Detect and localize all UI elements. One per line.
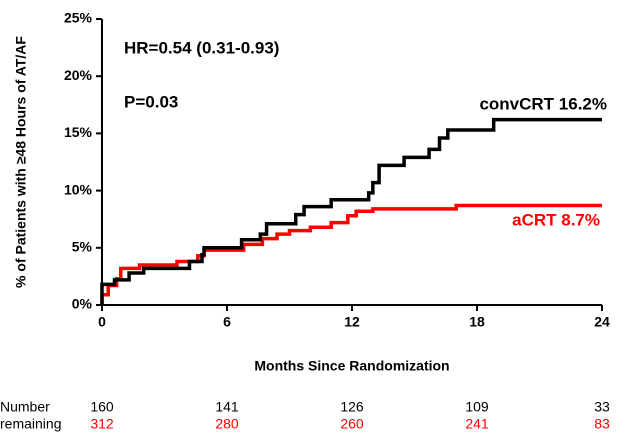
x-tick-label: 24 (594, 314, 610, 330)
x-axis-label: Months Since Randomization (254, 358, 449, 374)
risk-value: 160 (90, 399, 114, 415)
series-label: convCRT 16.2% (479, 94, 607, 113)
y-tick-label: 5% (72, 239, 93, 255)
annotation: HR=0.54 (0.31-0.93) (124, 38, 279, 57)
y-tick-label: 0% (72, 296, 93, 312)
y-tick-label: 25% (64, 10, 93, 26)
risk-value: 109 (465, 399, 489, 415)
risk-value: 83 (594, 416, 610, 432)
x-tick-label: 18 (469, 314, 485, 330)
y-tick-label: 15% (64, 124, 93, 140)
risk-label: Number (0, 399, 50, 415)
y-axis-label: % of Patients with ≥48 Hours of AT/AF (13, 36, 29, 288)
x-tick-label: 6 (223, 314, 231, 330)
risk-value: 141 (215, 399, 239, 415)
risk-value: 312 (90, 416, 114, 432)
y-tick-label: 20% (64, 67, 93, 83)
risk-value: 33 (594, 399, 610, 415)
risk-value: 241 (465, 416, 489, 432)
x-tick-label: 12 (344, 314, 360, 330)
series-line (100, 117, 602, 305)
y-tick-label: 10% (64, 181, 93, 197)
risk-label: remaining (0, 416, 61, 432)
risk-value: 280 (215, 416, 239, 432)
risk-value: 126 (340, 399, 364, 415)
series-label: aCRT 8.7% (512, 210, 600, 229)
x-tick-label: 0 (98, 314, 106, 330)
annotation: P=0.03 (124, 92, 178, 111)
risk-value: 260 (340, 416, 364, 432)
